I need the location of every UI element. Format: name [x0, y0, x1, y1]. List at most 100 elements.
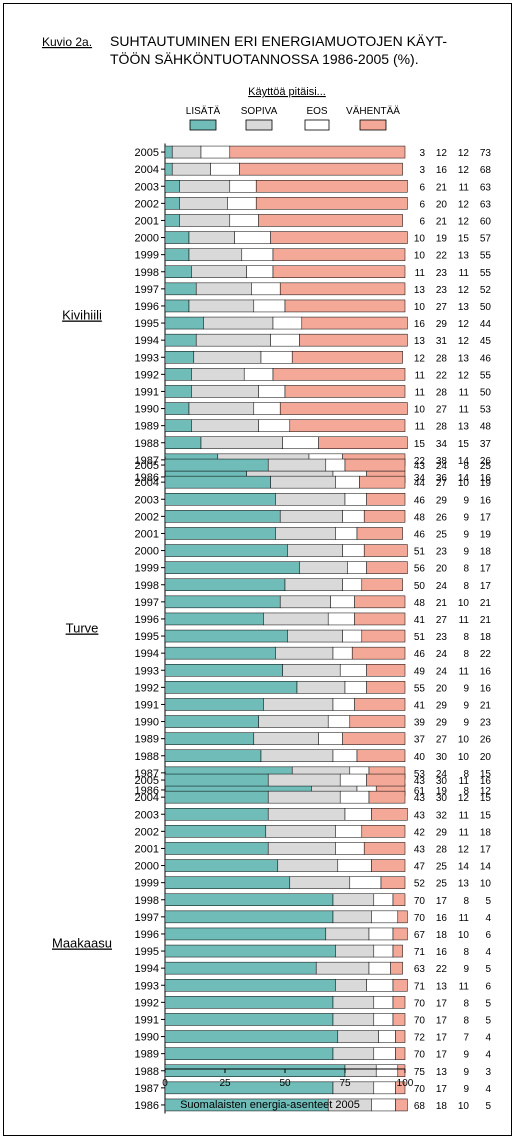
bar-segment: [164, 825, 267, 838]
group-label-1: Kivihiili: [62, 308, 102, 323]
bar-segment: [253, 402, 281, 415]
bar-segment: [164, 595, 281, 609]
data-label: 55: [414, 683, 426, 694]
data-label: 23: [436, 268, 448, 279]
data-label: 17: [480, 564, 492, 575]
data-label: 20: [436, 564, 448, 575]
data-label: 15: [480, 793, 492, 804]
year-label: 1995: [135, 631, 159, 643]
bar-segment: [164, 544, 288, 557]
data-label: 23: [480, 718, 492, 729]
data-label: 6: [419, 216, 425, 227]
legend-label-2: SOPIVA: [241, 106, 278, 117]
data-label: 13: [458, 251, 470, 262]
data-label: 11: [459, 913, 470, 924]
bar-segment: [251, 282, 281, 296]
bar-segment: [267, 842, 336, 855]
year-label: 1995: [135, 318, 159, 330]
data-label: 8: [463, 769, 469, 780]
x-tick-label: 100: [397, 1078, 414, 1089]
bar-segment: [363, 544, 408, 557]
bar-segment: [272, 368, 406, 381]
data-label: 25: [436, 862, 448, 873]
data-label: 70: [414, 998, 426, 1009]
bar-segment: [164, 248, 190, 261]
data-label: 21: [436, 216, 448, 227]
data-label: 11: [415, 370, 426, 381]
data-label: 29: [436, 700, 448, 711]
data-label: 17: [436, 1015, 448, 1026]
bar-segment: [164, 876, 291, 889]
bar-segment: [347, 561, 367, 574]
data-label: 11: [459, 387, 470, 398]
data-label: 67: [414, 930, 426, 941]
bar-segment: [270, 333, 300, 347]
bar-segment: [275, 493, 346, 506]
bar-segment: [275, 527, 336, 540]
bar-segment: [339, 664, 367, 677]
year-label: 1987: [135, 768, 159, 780]
bar-segment: [171, 145, 202, 159]
data-label: 29: [436, 827, 448, 838]
bar-segment: [179, 180, 231, 193]
year-label: 2003: [135, 181, 159, 193]
bar-segment: [191, 419, 259, 432]
data-label: 25: [480, 461, 492, 472]
data-label: 18: [436, 1101, 448, 1112]
data-label: 22: [480, 649, 492, 660]
bar-segment: [164, 385, 192, 398]
data-label: 11: [459, 810, 470, 821]
year-label: 1997: [135, 597, 159, 609]
data-label: 72: [414, 1033, 426, 1044]
data-label: 34: [414, 473, 426, 484]
bar-segment: [361, 825, 406, 838]
bar-segment: [267, 773, 341, 787]
bar-segment: [315, 961, 370, 975]
bar-segment: [335, 475, 360, 489]
data-label: 75: [414, 1067, 426, 1078]
data-label: 47: [414, 862, 426, 873]
data-label: 27: [436, 615, 448, 626]
data-label: 22: [436, 370, 448, 381]
year-label: 1986: [135, 472, 159, 484]
year-label: 1997: [135, 284, 159, 296]
bar-segment: [164, 612, 264, 626]
bar-segment: [373, 1081, 396, 1095]
data-label: 10: [458, 598, 470, 609]
bar-segment: [332, 910, 372, 924]
bar-segment: [179, 214, 231, 227]
bar-segment: [289, 876, 351, 889]
data-label: 9: [463, 529, 469, 540]
bar-segment: [356, 749, 406, 762]
bar-segment: [291, 351, 403, 364]
bar-segment: [258, 385, 286, 398]
source-note: Suomalaisten energia-asenteet 2005: [180, 1099, 360, 1111]
bar-segment: [164, 527, 276, 540]
data-label: 44: [414, 478, 426, 489]
year-label: 1986: [135, 785, 159, 797]
data-label: 9: [463, 1067, 469, 1078]
data-label: 17: [436, 998, 448, 1009]
data-label: 13: [458, 422, 470, 433]
bar-segment: [164, 842, 269, 855]
bar-segment: [260, 749, 334, 762]
data-label: 28: [436, 353, 448, 364]
bar-segment: [270, 231, 408, 244]
bar-segment: [164, 368, 192, 381]
bar-segment: [339, 790, 370, 804]
bar-segment: [164, 333, 197, 347]
bar-segment: [342, 629, 363, 643]
data-label: 15: [458, 439, 470, 450]
data-label: 12: [458, 319, 470, 330]
bar-segment: [164, 510, 281, 523]
bar-segment: [325, 927, 370, 941]
data-label: 9: [463, 700, 469, 711]
bar-segment: [354, 612, 406, 626]
data-label: 19: [436, 786, 448, 797]
bar-segment: [191, 265, 247, 278]
data-label: 16: [436, 913, 448, 924]
bar-segment: [279, 402, 408, 415]
bar-segment: [284, 299, 406, 313]
data-label: 5: [485, 964, 491, 975]
year-label: 2001: [135, 843, 159, 855]
